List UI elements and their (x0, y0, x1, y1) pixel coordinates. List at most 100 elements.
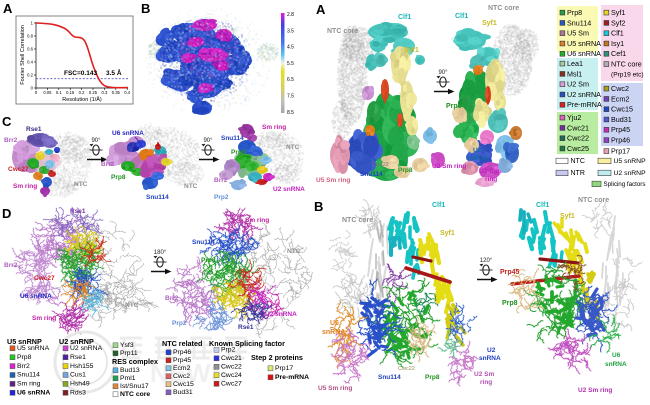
svg-text:3.5 Å: 3.5 Å (106, 68, 122, 77)
svg-text:A: A (316, 2, 326, 17)
svg-text:Sm ring: Sm ring (17, 381, 41, 388)
svg-text:Syf1: Syf1 (482, 20, 497, 27)
svg-text:Syf2: Syf2 (611, 18, 625, 27)
svg-text:U2 Sm: U2 Sm (479, 168, 499, 175)
svg-text:Cwc27: Cwc27 (221, 381, 242, 388)
svg-text:U2 snRNA: U2 snRNA (273, 186, 305, 193)
svg-text:NTC core: NTC core (120, 391, 150, 398)
svg-text:U5 snRNA: U5 snRNA (567, 39, 601, 48)
svg-text:Syf1: Syf1 (440, 230, 455, 237)
svg-text:Syf1: Syf1 (560, 213, 575, 220)
svg-text:Clf1: Clf1 (611, 29, 624, 38)
svg-text:Ecm2: Ecm2 (173, 365, 191, 372)
svg-text:U5 Sm: U5 Sm (567, 29, 589, 38)
svg-text:B: B (314, 199, 323, 214)
svg-text:6.5: 6.5 (287, 77, 294, 83)
svg-text:Rse1: Rse1 (70, 354, 86, 361)
svg-text:Sm ring: Sm ring (32, 315, 56, 322)
svg-text:0: 0 (35, 90, 38, 95)
svg-text:NTC core: NTC core (611, 60, 642, 69)
svg-text:Cwc21: Cwc21 (221, 355, 242, 362)
svg-text:snRNA: snRNA (479, 355, 501, 362)
svg-text:0.2: 0.2 (79, 90, 85, 95)
svg-text:U5 Sm ring: U5 Sm ring (318, 385, 352, 392)
svg-text:Bud31: Bud31 (611, 115, 632, 124)
svg-text:Cwc15: Cwc15 (611, 105, 633, 114)
svg-text:B: B (141, 1, 150, 16)
svg-text:Prp45: Prp45 (500, 269, 520, 276)
svg-text:3.5: 3.5 (287, 28, 294, 34)
svg-text:0.35: 0.35 (112, 90, 121, 95)
svg-text:0.4: 0.4 (27, 60, 33, 65)
svg-text:NTC related: NTC related (162, 339, 202, 348)
svg-text:U5: U5 (330, 320, 339, 327)
svg-text:Prp46: Prp46 (611, 136, 630, 145)
svg-text:Brr2: Brr2 (101, 161, 115, 168)
svg-text:NTC core: NTC core (578, 197, 609, 204)
svg-text:Lea1: Lea1 (567, 59, 583, 68)
svg-text:U2 Sm ring: U2 Sm ring (432, 163, 466, 170)
svg-text:snRNA: snRNA (605, 361, 627, 368)
svg-text:0.8: 0.8 (27, 34, 33, 39)
svg-text:NTC core: NTC core (488, 5, 519, 12)
svg-text:0: 0 (31, 86, 34, 91)
svg-text:Brr2: Brr2 (4, 137, 18, 144)
svg-text:7.5: 7.5 (287, 94, 294, 100)
svg-text:U2 Sm: U2 Sm (567, 80, 589, 89)
svg-text:U6: U6 (612, 352, 621, 359)
svg-text:Prp8: Prp8 (567, 8, 582, 17)
svg-text:U2 snRNA: U2 snRNA (265, 311, 297, 318)
svg-text:U6 snRNA: U6 snRNA (112, 130, 144, 137)
svg-text:NTC: NTC (286, 144, 300, 151)
svg-text:Prp8: Prp8 (17, 354, 32, 361)
svg-text:U5 snRNP: U5 snRNP (7, 337, 42, 346)
svg-text:Prp8: Prp8 (425, 374, 440, 381)
svg-text:U5 snRNA: U5 snRNA (17, 345, 50, 352)
svg-text:Clf1: Clf1 (455, 13, 468, 20)
svg-text:Sm ring: Sm ring (245, 217, 269, 224)
svg-text:Ecm2: Ecm2 (611, 94, 629, 103)
svg-text:U6 snRNA: U6 snRNA (17, 390, 50, 397)
svg-text:Snu114: Snu114 (360, 171, 383, 178)
svg-text:Syf1: Syf1 (404, 47, 419, 54)
svg-text:Snu114: Snu114 (221, 135, 244, 142)
svg-text:Isy1: Isy1 (611, 39, 624, 48)
svg-text:Prp45: Prp45 (173, 357, 191, 364)
svg-text:90°: 90° (203, 138, 213, 144)
svg-text:Prp8: Prp8 (111, 174, 126, 181)
svg-text:Prp8: Prp8 (446, 103, 462, 110)
svg-text:Sm ring: Sm ring (13, 183, 37, 190)
svg-text:Prp8: Prp8 (502, 300, 518, 307)
svg-text:Pml1: Pml1 (120, 375, 136, 382)
svg-text:Snu114: Snu114 (567, 18, 591, 27)
svg-text:Prp2: Prp2 (214, 194, 229, 201)
svg-text:Snu114: Snu114 (146, 194, 169, 201)
svg-text:0.05: 0.05 (43, 90, 52, 95)
svg-text:180°: 180° (154, 250, 167, 256)
svg-text:Yju2: Yju2 (567, 113, 581, 122)
svg-text:RES complex: RES complex (112, 357, 158, 366)
svg-text:FSC=0.143: FSC=0.143 (64, 70, 97, 77)
svg-text:U6 snRNA: U6 snRNA (567, 49, 601, 58)
svg-text:Prp2: Prp2 (172, 320, 187, 327)
svg-text:90°: 90° (438, 70, 448, 76)
svg-text:Cwc24: Cwc24 (221, 372, 242, 379)
svg-text:Prp8: Prp8 (231, 149, 246, 156)
svg-text:U2 snRNP: U2 snRNP (59, 337, 94, 346)
svg-text:Rse1: Rse1 (26, 126, 42, 133)
svg-text:NTC core: NTC core (342, 217, 373, 224)
svg-text:Resolution (1/Å): Resolution (1/Å) (62, 96, 102, 103)
svg-text:120°: 120° (480, 258, 493, 264)
svg-text:Snu114: Snu114 (192, 239, 215, 246)
svg-text:Snu114: Snu114 (17, 372, 40, 379)
svg-text:0.6: 0.6 (27, 47, 33, 52)
svg-text:Cwc27: Cwc27 (8, 166, 29, 173)
svg-text:Prp2: Prp2 (221, 347, 236, 354)
svg-text:ring: ring (485, 176, 497, 183)
svg-text:Clf1: Clf1 (432, 202, 445, 209)
svg-text:Bud31: Bud31 (173, 389, 193, 396)
svg-text:NTC: NTC (125, 302, 139, 309)
svg-text:Brr2: Brr2 (17, 363, 30, 370)
svg-text:Ist/Snu17: Ist/Snu17 (120, 383, 149, 390)
svg-text:NTC: NTC (74, 181, 88, 188)
